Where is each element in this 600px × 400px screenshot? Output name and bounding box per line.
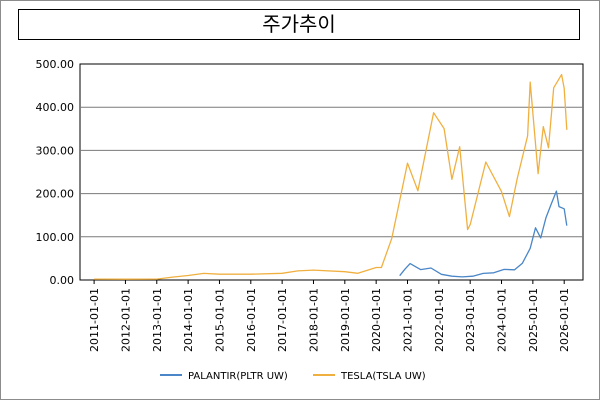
x-tick-label: 2024-01-01 <box>496 288 509 352</box>
legend-label: TESLA(TSLA UW) <box>340 371 426 382</box>
x-tick-label: 2016-01-01 <box>245 288 258 352</box>
gridlines <box>80 106 583 238</box>
x-tick-label: 2012-01-01 <box>119 288 132 352</box>
x-tick-label: 2023-01-01 <box>464 288 477 352</box>
x-tick-label: 2017-01-01 <box>276 288 289 352</box>
y-tick-label: 100.00 <box>36 231 75 244</box>
x-tick-label: 2021-01-01 <box>401 288 414 352</box>
series-line-0 <box>399 190 568 278</box>
y-tick-label: 300.00 <box>36 144 75 157</box>
x-tick-label: 2025-01-01 <box>527 288 540 352</box>
x-tick-label: 2015-01-01 <box>213 288 226 352</box>
y-tick-label: 400.00 <box>36 101 75 114</box>
chart-title: 주가추이 <box>18 9 580 40</box>
x-tick-label: 2019-01-01 <box>339 288 352 352</box>
x-axis: 2011-01-01 2012-01-01 2013-01-01 2014-01-01… <box>88 280 571 352</box>
series-line-1 <box>94 73 568 280</box>
legend-label: PALANTIR(PLTR UW) <box>188 371 288 382</box>
x-tick-label: 2018-01-01 <box>307 288 320 352</box>
plot-area <box>79 63 584 281</box>
x-tick-label: 2011-01-01 <box>88 288 101 352</box>
series-lines <box>94 73 568 280</box>
x-tick-label: 2020-01-01 <box>370 288 383 352</box>
y-axis: 0.00 100.00 200.00 300.00 400.00 500.00 <box>36 58 75 287</box>
x-tick-label: 2026-01-01 <box>558 288 571 352</box>
y-tick-label: 500.00 <box>36 58 75 71</box>
y-tick-label: 0.00 <box>50 274 75 287</box>
x-tick-label: 2014-01-01 <box>182 288 195 352</box>
legend: PALANTIR(PLTR UW) TESLA(TSLA UW) <box>160 371 426 382</box>
x-tick-label: 2022-01-01 <box>433 288 446 352</box>
x-tick-label: 2013-01-01 <box>151 288 164 352</box>
y-tick-label: 200.00 <box>36 188 75 201</box>
